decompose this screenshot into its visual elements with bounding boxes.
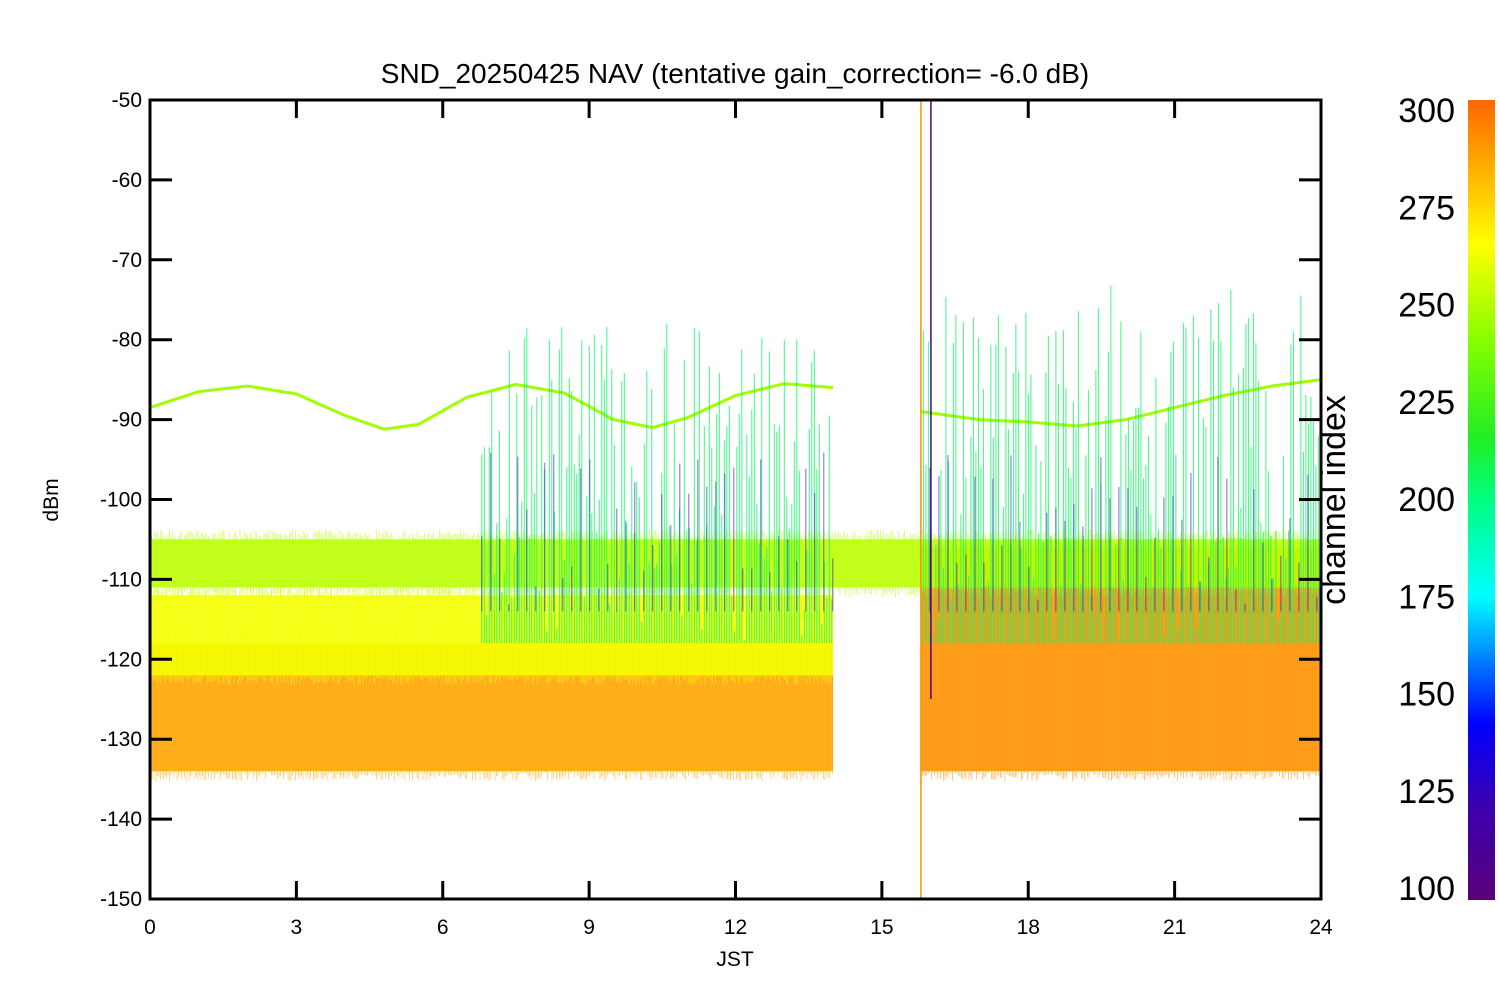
y-axis-label: dBm [40, 478, 63, 521]
series-4-noise [150, 529, 1321, 598]
y-tick-label: -70 [112, 249, 142, 272]
colorbar [1468, 100, 1495, 900]
colorbar-ticks: 100 125 150 175 200 225 250 275 300 [1398, 92, 1455, 908]
y-tick-label: -50 [112, 89, 142, 112]
x-tick-label: 3 [291, 916, 303, 939]
colorbar-tick-label: 125 [1398, 773, 1455, 811]
colorbar-tick-label: 200 [1398, 481, 1455, 519]
y-tick-label: -130 [100, 728, 142, 751]
x-tick-label: 15 [870, 916, 893, 939]
y-tick-label: -140 [100, 808, 142, 831]
x-tick-label: 24 [1309, 916, 1333, 939]
colorbar-tick-label: 250 [1398, 287, 1455, 325]
colorbar-tick-label: 275 [1398, 189, 1455, 227]
series-6-spikes [920, 285, 1321, 644]
x-tick-label: 6 [437, 916, 449, 939]
x-tick-label: 18 [1017, 916, 1040, 939]
data-layer [150, 100, 1321, 899]
y-tick-label: -90 [112, 409, 142, 432]
plot-frame [148, 98, 1323, 901]
y-tick-label: -110 [102, 568, 142, 591]
y-tick-label: -60 [112, 169, 142, 192]
colorbar-tick-label: 150 [1398, 676, 1455, 714]
x-tick-label: 21 [1163, 916, 1186, 939]
chart-title: SND_20250425 NAV (tentative gain_correct… [381, 58, 1089, 89]
colorbar-tick-label: 225 [1398, 384, 1455, 422]
series-0-line [150, 378, 1321, 431]
x-tick-label: 0 [144, 916, 156, 939]
x-tick-label: 9 [583, 916, 595, 939]
x-axis-label: JST [716, 948, 754, 971]
series-1-noise [150, 633, 833, 782]
colorbar-tick-label: 100 [1398, 870, 1455, 908]
y-tick-label: -120 [100, 648, 142, 671]
colorbar-tick-label: 300 [1398, 92, 1455, 130]
y-tick-label: -100 [100, 489, 142, 512]
y-tick-label: -80 [112, 329, 142, 352]
axes-layer: 0 3 6 9 12 15 18 21 24 -150 -140 -130 -120 -110 -100 -9… [100, 89, 1333, 939]
colorbar-tick-label: 175 [1398, 578, 1455, 616]
x-tick-label: 12 [724, 916, 747, 939]
colorbar-label: channel index [1315, 395, 1353, 605]
series-5-dark-spikes [481, 452, 834, 612]
y-tick-label: -150 [100, 888, 142, 911]
